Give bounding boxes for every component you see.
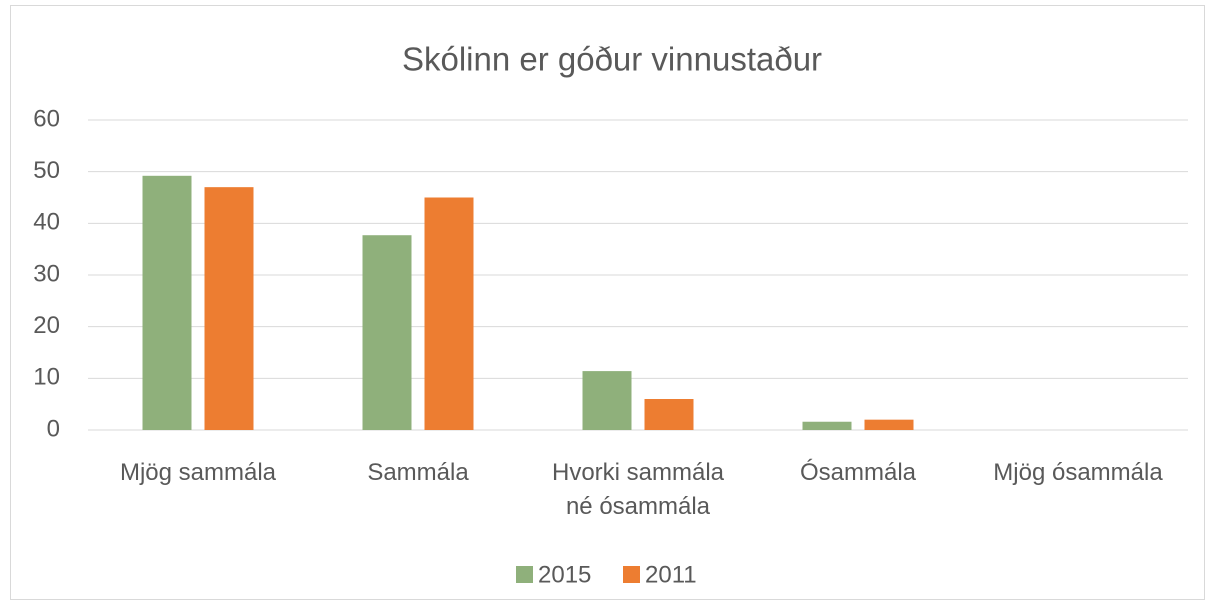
y-tick-label: 60 (33, 105, 60, 132)
x-tick-label: Mjög sammála (119, 459, 277, 486)
legend-swatch (623, 566, 640, 583)
x-tick-label: Hvorki sammála né ósammála (551, 459, 725, 520)
chart-title: Skólinn er góður vinnustaður (402, 41, 822, 78)
x-tick-label: Ósammála (799, 459, 917, 486)
y-tick-label: 10 (33, 364, 60, 391)
bar (644, 399, 694, 430)
legend-label: 2015 (538, 561, 591, 588)
bar (864, 419, 914, 430)
bar (204, 187, 254, 430)
bar (362, 235, 412, 430)
x-tick-label: Sammála (367, 459, 469, 486)
y-tick-label: 0 (47, 415, 60, 442)
bar (802, 421, 852, 430)
bar (582, 371, 632, 430)
y-tick-label: 40 (33, 209, 60, 236)
x-tick-label: Mjög ósammála (993, 459, 1163, 486)
y-tick-label: 20 (33, 312, 60, 339)
y-tick-label: 30 (33, 260, 60, 287)
legend-label: 2011 (645, 561, 697, 588)
bar (142, 175, 192, 430)
y-tick-label: 50 (33, 157, 60, 184)
legend-swatch (516, 566, 533, 583)
bar (424, 197, 474, 430)
